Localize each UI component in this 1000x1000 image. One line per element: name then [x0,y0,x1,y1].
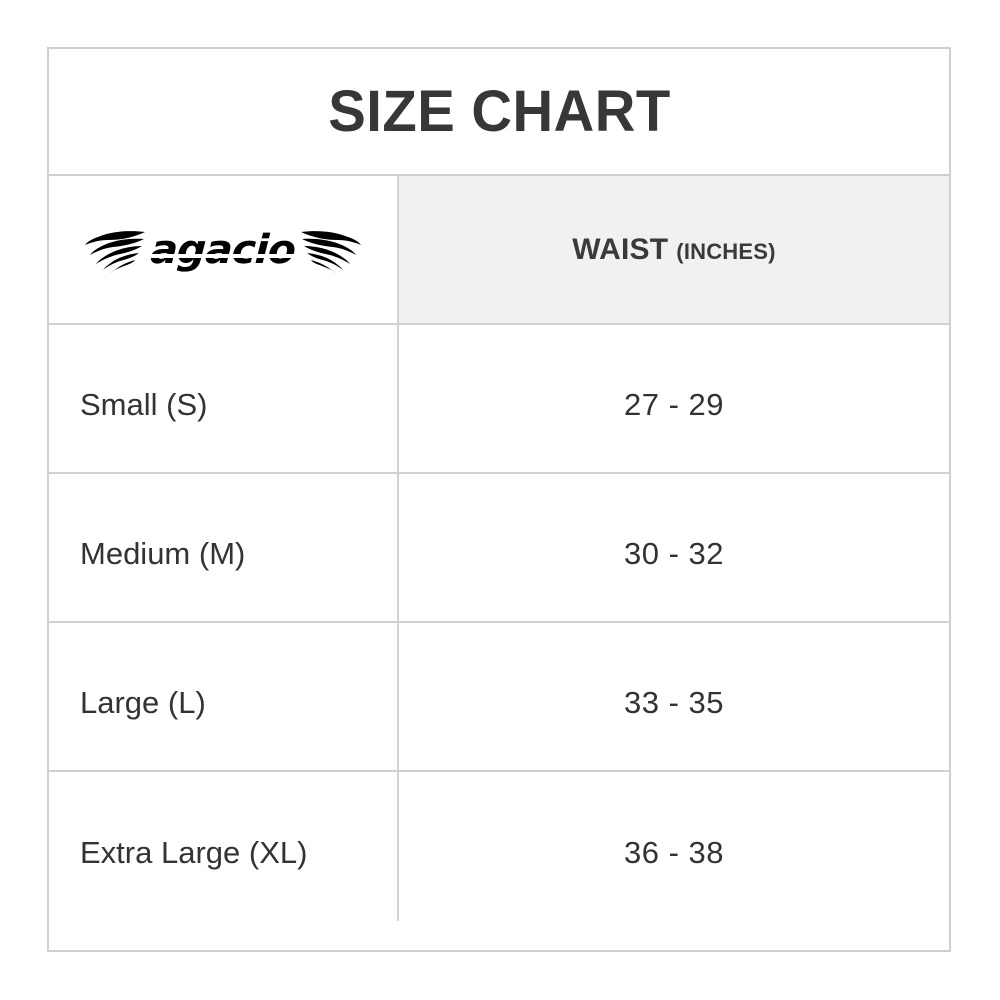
waist-value-cell: 27 - 29 [399,325,949,472]
waist-value-cell: 33 - 35 [399,623,949,770]
size-label: Extra Large (XL) [80,834,308,870]
size-label: Small (S) [80,386,208,422]
size-chart-table: SIZE CHART agacio [47,47,951,952]
table-header-row: agacio WAIST (INCHES) [49,176,949,325]
page-title: SIZE CHART [327,78,671,144]
wing-swoosh-icon [85,230,146,273]
table-row: Extra Large (XL) 36 - 38 [49,772,949,921]
size-name-cell: Medium (M) [49,474,399,621]
table-body: agacio WAIST (INCHES) [49,176,949,950]
waist-value: 33 - 35 [623,684,724,720]
size-name-cell: Extra Large (XL) [49,772,399,921]
waist-value: 36 - 38 [623,834,724,870]
table-row: Large (L) 33 - 35 [49,623,949,772]
waist-value: 27 - 29 [623,386,724,422]
table-row: Small (S) 27 - 29 [49,325,949,474]
waist-value-cell: 36 - 38 [399,772,949,921]
table-row: Medium (M) 30 - 32 [49,474,949,623]
waist-header-unit: (INCHES) [676,238,776,264]
size-name-cell: Small (S) [49,325,399,472]
size-label: Medium (M) [80,535,246,571]
brand-wordmark: agacio [149,226,297,273]
waist-value: 30 - 32 [623,535,724,571]
agacio-logo: agacio [73,227,373,273]
size-name-cell: Large (L) [49,623,399,770]
wing-swoosh-icon [300,230,361,273]
waist-header-label: WAIST [572,232,669,266]
brand-logo-cell: agacio [49,176,399,323]
waist-value-cell: 30 - 32 [399,474,949,621]
waist-header-cell: WAIST (INCHES) [399,176,949,323]
table-title-row: SIZE CHART [49,49,949,176]
waist-column-header: WAIST (INCHES) [572,233,775,267]
size-label: Large (L) [80,684,206,720]
